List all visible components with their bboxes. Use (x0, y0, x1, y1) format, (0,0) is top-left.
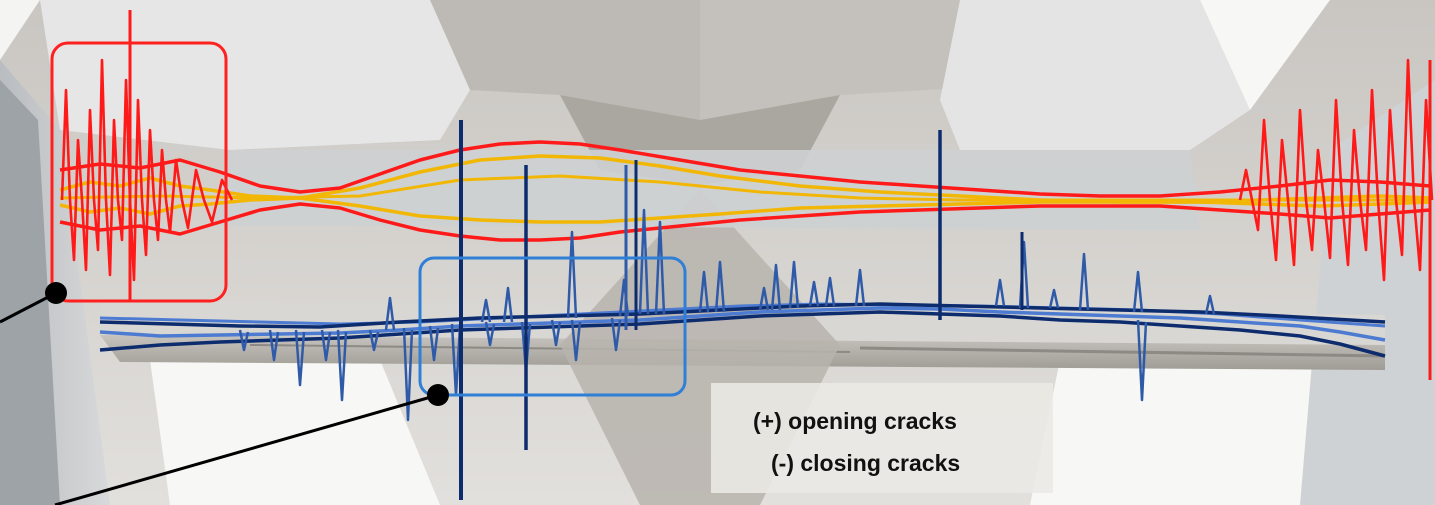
callout-dot-red (45, 282, 67, 304)
red-highlight-box (50, 41, 228, 303)
dark-blue-signal-trace (99, 302, 1386, 329)
slatted-ceiling-left (40, 0, 470, 150)
red-burst-left (60, 58, 234, 282)
light-blue-signal-trace (99, 306, 1386, 342)
legend-closing-cracks: (-) closing cracks (771, 450, 961, 476)
red-signal-trace (59, 140, 1431, 198)
blue-highlight-box (418, 256, 687, 397)
roof-panel-right (700, 0, 960, 120)
roof-panel-left (430, 0, 700, 120)
red-signal-trace (59, 202, 1431, 242)
dark-blue-signal-trace (99, 310, 1386, 358)
yellow-signal-trace (59, 196, 1431, 224)
beam-groove (859, 346, 1386, 358)
slatted-ceiling-right (940, 0, 1250, 150)
window-bottom-left (150, 360, 440, 505)
window-bottom-right (1030, 360, 1330, 505)
legend-box (711, 383, 1053, 493)
window-top-left (0, 0, 40, 60)
legend-opening-cracks: (+) opening cracks (753, 408, 957, 434)
red-yellow-signal-cluster (59, 10, 1434, 380)
callout-line-blue (54, 393, 439, 505)
window-top-right (1200, 0, 1330, 110)
blue-peaks (384, 208, 1216, 331)
callout-dot-blue (427, 384, 449, 406)
yellow-signal-trace (59, 174, 1430, 202)
red-burst-right (1238, 58, 1434, 282)
left-column-shadow (0, 80, 60, 505)
